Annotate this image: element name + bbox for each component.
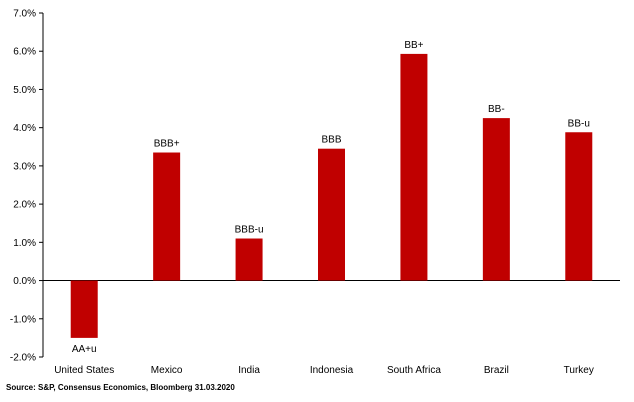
category-label: India (238, 365, 260, 376)
data-label: BB- (488, 104, 505, 115)
bar-united-states (70, 280, 98, 338)
category-labels: United States Mexico India Indonesia South A… (54, 365, 594, 376)
y-tick-label: 1.0% (13, 238, 36, 249)
y-tick-label: 2.0% (13, 200, 36, 211)
y-tick-label: 6.0% (13, 47, 36, 58)
category-label: Turkey (564, 365, 594, 376)
source-note: Source: S&P, Consensus Economics, Bloomb… (6, 383, 235, 392)
data-label: BBB (321, 135, 341, 146)
bars (70, 53, 593, 338)
category-label: Indonesia (310, 365, 354, 376)
bar-mexico (153, 152, 181, 281)
bar-south-africa (400, 53, 428, 281)
y-tick-label: -2.0% (10, 353, 36, 364)
y-axis-ticks: -2.0% -1.0% 0.0% 1.0% 2.0% 3.0% 4.0% 5.0% 6.0% 7.… (10, 9, 43, 364)
data-label: BBB-u (235, 225, 264, 236)
y-tick-label: 4.0% (13, 123, 36, 134)
data-label: BBB+ (154, 139, 180, 150)
y-tick-label: -1.0% (10, 314, 36, 325)
y-tick-label: 5.0% (13, 85, 36, 96)
data-label: BB-u (568, 118, 590, 129)
y-tick-label: 3.0% (13, 161, 36, 172)
bar-india (235, 238, 263, 281)
category-label: Mexico (151, 365, 183, 376)
bar-brazil (482, 118, 510, 281)
data-label: AA+u (72, 344, 97, 355)
bar-turkey (565, 132, 593, 281)
data-label: BB+ (404, 40, 423, 51)
bar-indonesia (318, 148, 345, 281)
y-tick-label: 7.0% (13, 9, 36, 20)
data-labels: AA+u BBB+ BBB-u BBB BB+ BB- BB-u (72, 40, 590, 355)
category-label: South Africa (387, 365, 441, 376)
category-label: Brazil (484, 365, 509, 376)
category-label: United States (54, 365, 114, 376)
y-tick-label: 0.0% (13, 276, 36, 287)
